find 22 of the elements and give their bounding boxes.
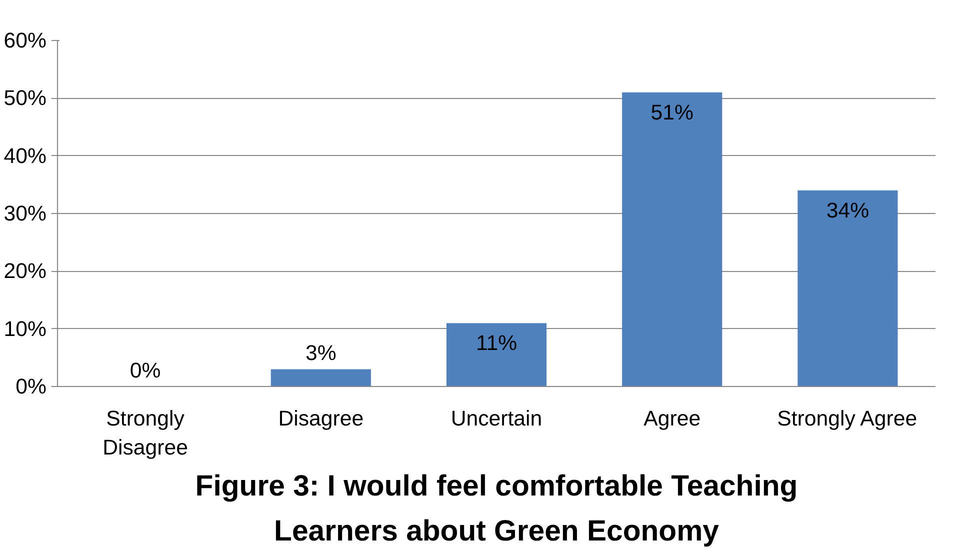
y-tick-label: 60% <box>4 28 47 52</box>
y-tick-label: 40% <box>4 144 47 168</box>
y-tick-label: 10% <box>4 316 47 341</box>
bar <box>798 190 898 386</box>
data-label: 0% <box>130 358 161 382</box>
data-label: 51% <box>650 100 694 124</box>
x-tick-label: Agree <box>644 406 701 430</box>
bar <box>446 323 547 386</box>
y-tick-label: 0% <box>16 374 47 398</box>
data-label: 11% <box>476 331 518 356</box>
y-tick-label: 20% <box>4 259 47 284</box>
x-tick-label: Disagree <box>278 406 364 430</box>
data-label: 3% <box>305 341 336 366</box>
y-tick-label: 50% <box>4 86 47 110</box>
bar <box>622 92 722 386</box>
x-tick-label: Uncertain <box>450 406 542 430</box>
data-label: 34% <box>826 198 870 222</box>
bar <box>270 369 371 386</box>
x-tick-label: Strongly Disagree <box>102 406 188 460</box>
text: Figure 3: I would feel comfortable Teaching Learners about Green Economy <box>195 470 798 548</box>
x-tick-label: Strongly Agree <box>777 406 918 430</box>
y-tick-label: 30% <box>4 202 47 226</box>
